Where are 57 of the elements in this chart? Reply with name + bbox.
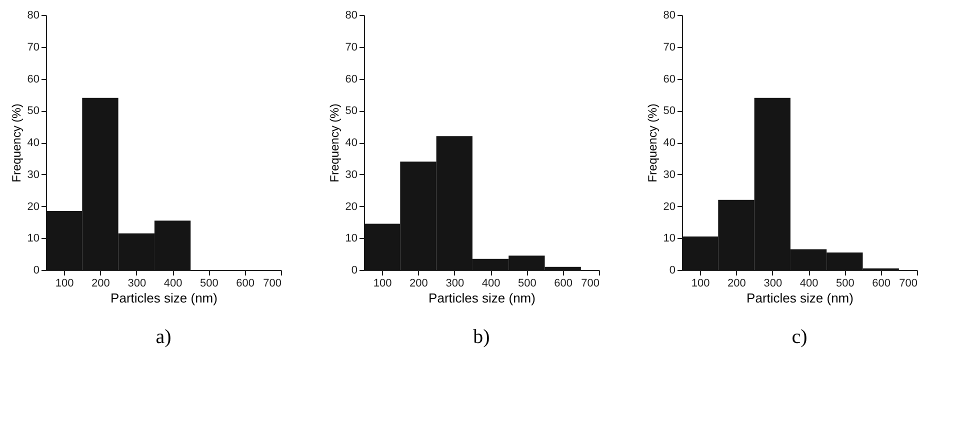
x-tick-label: 400 — [164, 278, 182, 290]
y-tick-label: 30 — [27, 168, 40, 181]
y-axis-title: Frequency (%) — [327, 104, 342, 182]
y-tick-label: 80 — [663, 10, 676, 22]
y-tick-label: 20 — [345, 200, 358, 213]
y-tick-label: 0 — [351, 264, 358, 276]
x-axis-title: Particles size (nm) — [110, 290, 218, 306]
x-tick-label: 400 — [482, 278, 500, 290]
x-axis-title: Particles size (nm) — [746, 290, 854, 306]
y-tick-label: 70 — [27, 41, 40, 54]
x-tick-label: 500 — [836, 278, 854, 290]
x-tick-label: 500 — [200, 278, 218, 290]
y-tick-label: 80 — [345, 10, 358, 22]
x-tick-label: 600 — [236, 278, 255, 290]
x-tick-label: 700 — [581, 278, 600, 290]
y-tick-label: 50 — [663, 105, 676, 118]
y-tick-label: 10 — [345, 232, 358, 245]
y-tick-label: 40 — [27, 137, 40, 149]
y-tick-label: 60 — [663, 73, 676, 86]
x-tick-label: 200 — [92, 278, 110, 290]
y-tick-label: 70 — [663, 41, 676, 54]
x-tick-label: 700 — [899, 278, 918, 290]
y-tick-label: 60 — [27, 73, 40, 86]
y-tick-label: 40 — [345, 137, 358, 149]
x-tick-label: 300 — [764, 278, 782, 290]
y-tick-label: 40 — [663, 137, 676, 149]
text: a) — [156, 326, 172, 348]
y-tick-label: 50 — [345, 105, 358, 118]
x-tick-label: 600 — [872, 278, 891, 290]
x-tick-label: 500 — [518, 278, 536, 290]
y-tick-label: 0 — [669, 264, 676, 276]
x-tick-label: 400 — [800, 278, 818, 290]
y-tick-label: 20 — [663, 200, 676, 213]
text: b) — [473, 326, 490, 348]
y-axis-title: Frequency (%) — [9, 104, 24, 182]
y-tick-label: 50 — [27, 105, 40, 118]
x-axis-title: Particles size (nm) — [428, 290, 536, 306]
y-tick-label: 30 — [663, 168, 676, 181]
x-tick-label: 200 — [410, 278, 428, 290]
x-tick-label: 100 — [691, 278, 710, 290]
x-tick-label: 100 — [373, 278, 392, 290]
y-tick-label: 0 — [33, 264, 40, 276]
y-tick-label: 30 — [345, 168, 358, 181]
x-tick-label: 700 — [263, 278, 282, 290]
y-tick-label: 60 — [345, 73, 358, 86]
x-tick-label: 600 — [554, 278, 573, 290]
x-tick-label: 200 — [728, 278, 746, 290]
text: c) — [792, 326, 808, 348]
y-axis-title: Frequency (%) — [645, 104, 660, 182]
x-tick-label: 300 — [446, 278, 464, 290]
y-tick-label: 10 — [663, 232, 676, 245]
y-tick-label: 10 — [27, 232, 40, 245]
x-tick-label: 300 — [128, 278, 146, 290]
y-tick-label: 80 — [27, 10, 40, 22]
y-tick-label: 20 — [27, 200, 40, 213]
y-tick-label: 70 — [345, 41, 358, 54]
x-tick-label: 100 — [55, 278, 74, 290]
